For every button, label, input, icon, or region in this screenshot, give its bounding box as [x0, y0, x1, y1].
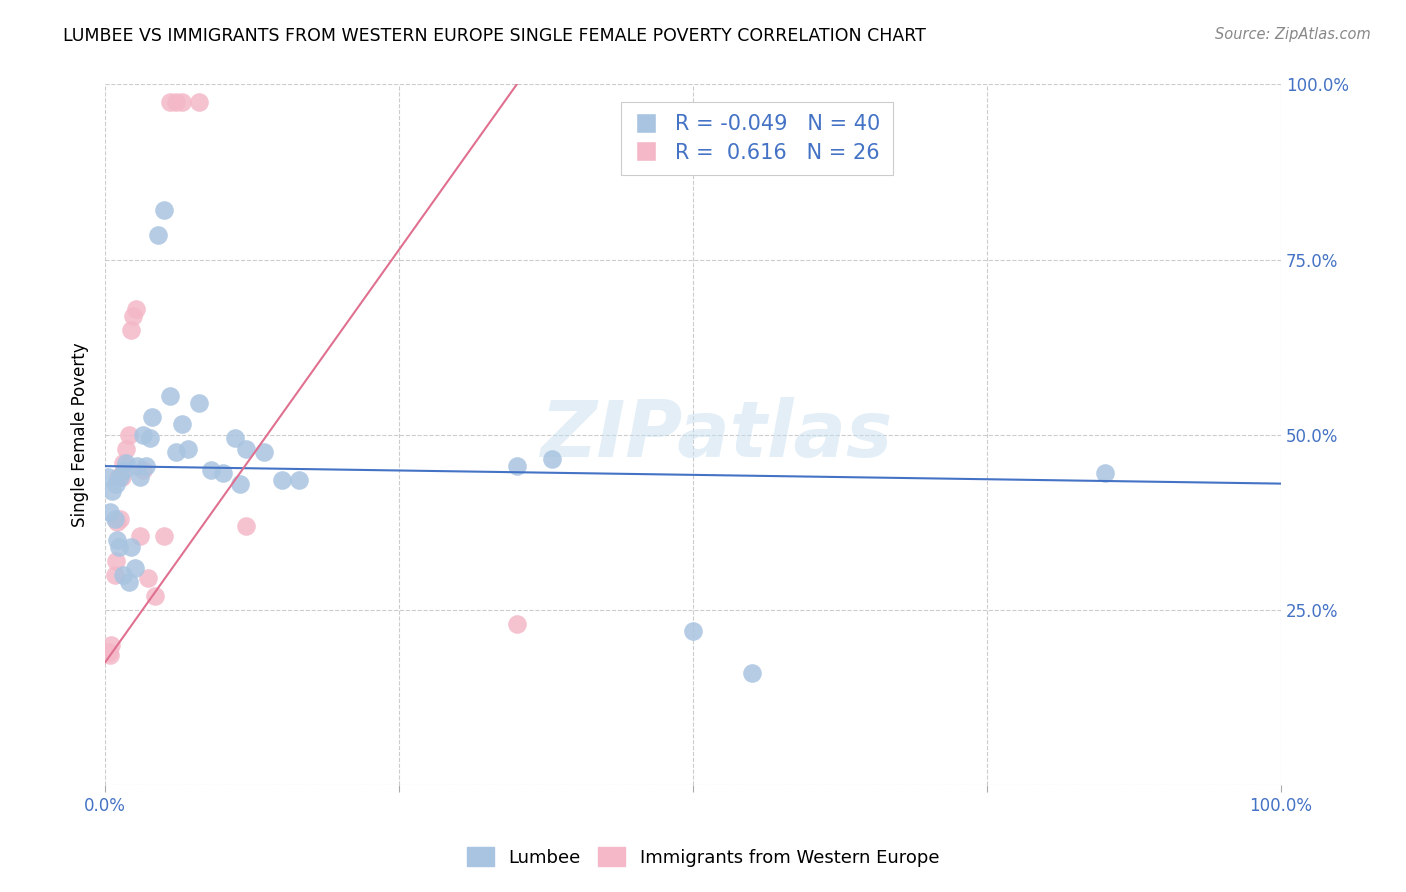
Point [143, 589, 166, 603]
Point [170, 417, 193, 431]
Point [159, 389, 181, 403]
Point [188, 396, 211, 410]
Point [120, 540, 142, 554]
Point [270, 473, 292, 487]
Point [118, 574, 141, 589]
Point [98, 505, 121, 519]
Point [139, 431, 162, 445]
Point [135, 459, 157, 474]
Text: Source: ZipAtlas.com: Source: ZipAtlas.com [1215, 27, 1371, 42]
Point [98, 648, 121, 663]
Point [165, 95, 187, 109]
Point [176, 442, 198, 456]
Point [146, 227, 169, 242]
Point [115, 456, 138, 470]
Point [132, 427, 155, 442]
Text: ZIPatlas: ZIPatlas [540, 397, 893, 473]
Point [110, 469, 132, 483]
Point [122, 309, 145, 323]
Point [111, 469, 134, 483]
Legend: Lumbee, Immigrants from Western Europe: Lumbee, Immigrants from Western Europe [460, 840, 946, 874]
Point [101, 483, 124, 498]
Point [112, 462, 135, 476]
Point [253, 445, 276, 459]
Point [105, 533, 128, 547]
Point [165, 445, 187, 459]
Point [120, 322, 142, 336]
Point [104, 476, 127, 491]
Point [288, 473, 311, 487]
Point [111, 567, 134, 582]
Point [153, 203, 176, 218]
Legend: R = -0.049   N = 40, R =  0.616   N = 26: R = -0.049 N = 40, R = 0.616 N = 26 [621, 102, 893, 175]
Point [118, 427, 141, 442]
Point [115, 442, 138, 456]
Point [159, 95, 181, 109]
Y-axis label: Single Female Poverty: Single Female Poverty [72, 343, 89, 527]
Point [200, 462, 222, 476]
Point [229, 476, 252, 491]
Point [506, 616, 529, 631]
Point [107, 469, 129, 483]
Point [235, 442, 257, 456]
Point [235, 518, 257, 533]
Point [129, 529, 152, 543]
Point [188, 95, 211, 109]
Point [132, 462, 155, 476]
Point [1094, 466, 1116, 480]
Point [104, 567, 127, 582]
Point [110, 511, 132, 525]
Point [682, 624, 704, 638]
Point [111, 456, 134, 470]
Point [224, 431, 246, 445]
Point [97, 645, 120, 659]
Point [211, 466, 233, 480]
Point [141, 410, 163, 425]
Point [125, 459, 148, 474]
Point [100, 638, 122, 652]
Point [506, 459, 529, 474]
Point [97, 469, 120, 483]
Point [170, 95, 193, 109]
Point [129, 469, 152, 483]
Point [108, 540, 131, 554]
Point [104, 511, 127, 525]
Point [153, 529, 176, 543]
Point [104, 554, 127, 568]
Point [125, 301, 148, 316]
Point [105, 515, 128, 529]
Point [741, 665, 763, 680]
Point [136, 571, 159, 585]
Text: LUMBEE VS IMMIGRANTS FROM WESTERN EUROPE SINGLE FEMALE POVERTY CORRELATION CHART: LUMBEE VS IMMIGRANTS FROM WESTERN EUROPE… [63, 27, 927, 45]
Point [124, 560, 146, 574]
Point [541, 452, 564, 467]
